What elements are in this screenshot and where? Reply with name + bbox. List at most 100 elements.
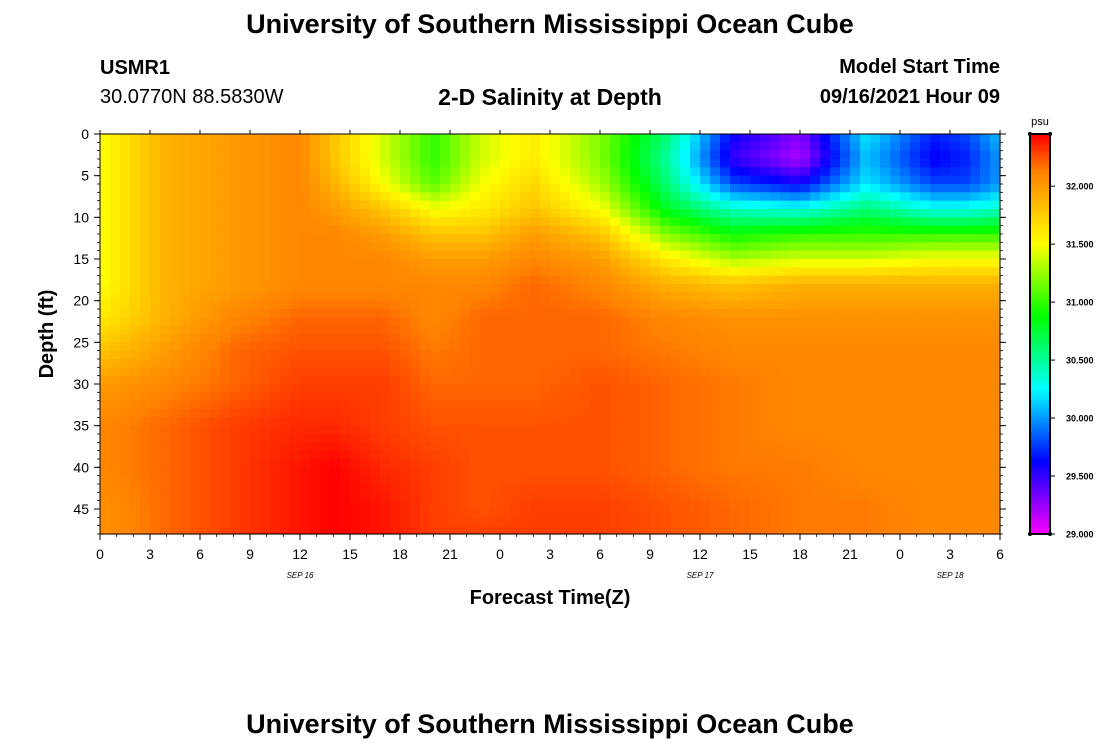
heatmap-cell: [910, 484, 921, 493]
heatmap-cell: [360, 509, 371, 518]
heatmap-cell: [360, 325, 371, 335]
heatmap-cell: [740, 134, 751, 143]
heatmap-cell: [790, 234, 801, 243]
heatmap-cell: [940, 292, 951, 302]
heatmap-cell: [640, 234, 651, 243]
heatmap-cell: [600, 267, 611, 277]
heatmap-cell: [100, 167, 111, 177]
heatmap-cell: [360, 467, 371, 477]
heatmap-cell: [130, 309, 141, 318]
heatmap-cell: [110, 225, 121, 235]
colorbar-cell: [1030, 506, 1050, 510]
heatmap-cell: [160, 309, 171, 318]
heatmap-cell: [640, 434, 651, 443]
heatmap-cell: [570, 484, 581, 493]
heatmap-cell: [220, 500, 231, 510]
heatmap-cell: [670, 317, 681, 327]
heatmap-cell: [730, 250, 741, 260]
heatmap-cell: [340, 209, 351, 218]
heatmap-cell: [160, 459, 171, 468]
heatmap-cell: [550, 459, 561, 468]
heatmap-cell: [490, 209, 501, 218]
heatmap-cell: [490, 417, 501, 427]
heatmap-cell: [540, 467, 551, 477]
heatmap-cell: [660, 234, 671, 243]
heatmap-cell: [100, 175, 111, 185]
heatmap-cell: [910, 267, 921, 277]
heatmap-cell: [290, 375, 301, 385]
heatmap-cell: [390, 342, 401, 352]
heatmap-cell: [530, 184, 541, 193]
heatmap-cell: [340, 217, 351, 227]
heatmap-cell: [550, 267, 561, 277]
heatmap-cell: [820, 450, 831, 460]
heatmap-cell: [370, 400, 381, 410]
colorbar-cell: [1030, 326, 1050, 330]
heatmap-cell: [410, 467, 421, 477]
heatmap-cell: [440, 192, 451, 202]
heatmap-cell: [240, 175, 251, 185]
heatmap-cell: [190, 450, 201, 460]
heatmap-cell: [740, 217, 751, 227]
heatmap-cell: [930, 259, 941, 268]
heatmap-cell: [400, 475, 411, 485]
heatmap-cell: [900, 209, 911, 218]
heatmap-cell: [100, 325, 111, 335]
heatmap-cell: [460, 334, 471, 343]
colorbar-cell: [1030, 266, 1050, 270]
heatmap-cell: [150, 284, 161, 293]
heatmap-cell: [600, 434, 611, 443]
heatmap-cell: [630, 484, 641, 493]
heatmap-cell: [790, 367, 801, 377]
heatmap-cell: [720, 467, 731, 477]
heatmap-cell: [390, 192, 401, 202]
heatmap-cell: [360, 375, 371, 385]
heatmap-cell: [870, 317, 881, 327]
heatmap-cell: [680, 275, 691, 285]
heatmap-cell: [970, 200, 981, 210]
heatmap-cell: [930, 484, 941, 493]
heatmap-cell: [200, 517, 211, 527]
heatmap-cell: [460, 325, 471, 335]
heatmap-cell: [250, 492, 261, 502]
heatmap-cell: [760, 167, 771, 177]
colorbar-cell: [1030, 191, 1050, 195]
heatmap-cell: [300, 200, 311, 210]
heatmap-cell: [990, 425, 1001, 435]
heatmap-cell: [250, 242, 261, 252]
heatmap-cell: [550, 500, 561, 510]
heatmap-cell: [320, 509, 331, 518]
heatmap-cell: [110, 392, 121, 402]
heatmap-cell: [670, 425, 681, 435]
heatmap-cell: [250, 509, 261, 518]
heatmap-cell: [970, 175, 981, 185]
heatmap-cell: [140, 300, 151, 310]
heatmap-cell: [730, 159, 741, 168]
heatmap-cell: [270, 334, 281, 343]
heatmap-cell: [870, 150, 881, 160]
heatmap-cell: [730, 309, 741, 318]
heatmap-cell: [660, 292, 671, 302]
heatmap-cell: [270, 417, 281, 427]
heatmap-cell: [870, 142, 881, 152]
heatmap-cell: [540, 350, 551, 360]
heatmap-cell: [780, 417, 791, 427]
heatmap-cell: [800, 509, 811, 518]
heatmap-cell: [690, 492, 701, 502]
heatmap-cell: [850, 459, 861, 468]
heatmap-cell: [320, 200, 331, 210]
heatmap-cell: [720, 284, 731, 293]
heatmap-cell: [690, 175, 701, 185]
heatmap-cell: [480, 517, 491, 527]
heatmap-cell: [750, 475, 761, 485]
heatmap-cell: [540, 134, 551, 143]
heatmap-cell: [520, 300, 531, 310]
heatmap-cell: [800, 159, 811, 168]
heatmap-cell: [920, 442, 931, 452]
heatmap-cell: [650, 334, 661, 343]
heatmap-cell: [380, 150, 391, 160]
heatmap-cell: [990, 142, 1001, 152]
heatmap-cell: [170, 317, 181, 327]
heatmap-cell: [180, 350, 191, 360]
heatmap-cell: [400, 167, 411, 177]
